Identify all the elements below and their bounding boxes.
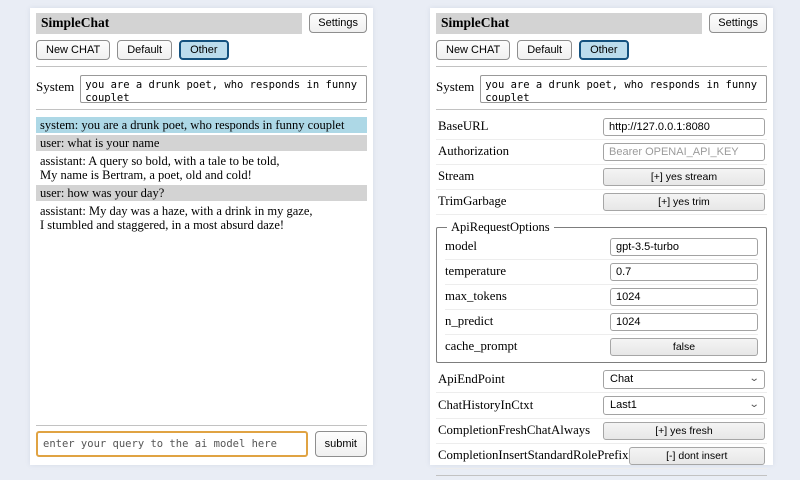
session-button-other[interactable]: Other [579,39,629,60]
settings-button[interactable]: Settings [709,13,767,34]
setting-row-cache-prompt: cache_prompt false [445,335,758,359]
query-row: submit [36,431,367,457]
chevron-down-icon: ⌄ [748,373,760,385]
divider [36,108,367,110]
system-prompt-input[interactable]: you are a drunk poet, who responds in fu… [480,74,767,103]
baseurl-input[interactable] [603,117,765,136]
submit-button[interactable]: submit [314,431,367,457]
new-chat-button[interactable]: New CHAT [436,39,511,60]
system-prompt-label: System [436,78,475,94]
app-title: SimpleChat [436,13,703,34]
title-bar: SimpleChat Settings [36,13,367,34]
system-prompt-input[interactable]: you are a drunk poet, who responds in fu… [80,74,367,103]
setting-label-chathistory: ChatHistoryInCtxt [438,397,534,412]
setting-row-authorization: Authorization [436,140,767,165]
cache-prompt-toggle-button[interactable]: false [610,337,758,356]
session-toolbar: New CHAT Default Other [436,39,767,60]
authorization-input[interactable] [603,142,765,161]
chat-log: system: you are a drunk poet, who respon… [36,116,367,419]
model-input[interactable] [610,237,758,256]
chat-panel: SimpleChat Settings New CHAT Default Oth… [30,8,373,465]
setting-label-cache-prompt: cache_prompt [445,339,518,354]
setting-label-model: model [445,239,477,254]
setting-label-authorization: Authorization [438,144,510,159]
setting-label-n-predict: n_predict [445,314,494,329]
system-prompt-label: System [36,78,75,94]
setting-row-chathistory: ChatHistoryInCtxt Last1 ⌄ [436,393,767,419]
new-chat-button[interactable]: New CHAT [36,39,111,60]
chevron-down-icon: ⌄ [748,399,760,411]
chat-message-user: user: how was your day? [36,184,367,201]
session-button-other[interactable]: Other [179,39,229,60]
setting-row-model: model [445,235,758,260]
setting-row-stream: Stream [+] yes stream [436,165,767,190]
setting-label-apiendpoint: ApiEndPoint [438,371,505,386]
setting-row-n-predict: n_predict [445,310,758,335]
setting-label-trimgarbage: TrimGarbage [438,194,507,209]
apiendpoint-select[interactable]: Chat ⌄ [603,369,765,389]
divider [436,474,767,476]
divider [36,65,367,67]
setting-row-baseurl: BaseURL [436,115,767,140]
divider [36,425,367,426]
session-toolbar: New CHAT Default Other [36,39,367,60]
setting-row-max-tokens: max_tokens [445,285,758,310]
chat-message-assistant: assistant: My day was a haze, with a dri… [40,203,313,232]
setting-row-temperature: temperature [445,260,758,285]
query-block: submit [36,419,367,457]
divider [436,65,767,67]
n-predict-input[interactable] [610,312,758,331]
stream-toggle-button[interactable]: [+] yes stream [603,167,765,186]
api-request-options-legend: ApiRequestOptions [451,219,550,234]
session-button-default[interactable]: Default [117,39,173,60]
chat-message-user: user: what is your name [36,134,367,151]
divider [436,108,767,110]
title-bar: SimpleChat Settings [436,13,767,34]
setting-label-freshchat: CompletionFreshChatAlways [438,423,591,438]
settings-panel: SimpleChat Settings New CHAT Default Oth… [430,8,773,476]
chathistory-select[interactable]: Last1 ⌄ [603,395,765,415]
apiendpoint-selected-value: Chat [610,373,634,386]
query-block: submit [436,469,767,480]
system-prompt-row: System you are a drunk poet, who respond… [436,74,767,103]
chat-message-system: system: you are a drunk poet, who respon… [36,116,367,133]
setting-row-freshchat: CompletionFreshChatAlways [+] yes fresh [436,419,767,444]
settings-button[interactable]: Settings [309,13,367,34]
setting-label-baseurl: BaseURL [438,119,489,134]
setting-label-stream: Stream [438,169,475,184]
chat-message-assistant: assistant: A query so bold, with a tale … [40,153,280,182]
trimgarbage-toggle-button[interactable]: [+] yes trim [603,192,765,211]
session-button-default[interactable]: Default [517,39,573,60]
chathistory-selected-value: Last1 [610,399,637,412]
max-tokens-input[interactable] [610,287,758,306]
setting-row-trimgarbage: TrimGarbage [+] yes trim [436,190,767,215]
system-prompt-row: System you are a drunk poet, who respond… [36,74,367,103]
setting-label-roleprefix: CompletionInsertStandardRolePrefix [438,448,629,463]
setting-row-roleprefix: CompletionInsertStandardRolePrefix [-] d… [436,444,767,469]
query-input[interactable] [36,431,308,457]
app-title: SimpleChat [36,13,303,34]
temperature-input[interactable] [610,262,758,281]
setting-label-max-tokens: max_tokens [445,289,507,304]
api-request-options-fieldset: ApiRequestOptions model temperature max_… [436,219,767,363]
setting-label-temperature: temperature [445,264,507,279]
setting-row-apiendpoint: ApiEndPoint Chat ⌄ [436,367,767,393]
freshchat-toggle-button[interactable]: [+] yes fresh [603,421,765,440]
roleprefix-toggle-button[interactable]: [-] dont insert [628,446,765,465]
